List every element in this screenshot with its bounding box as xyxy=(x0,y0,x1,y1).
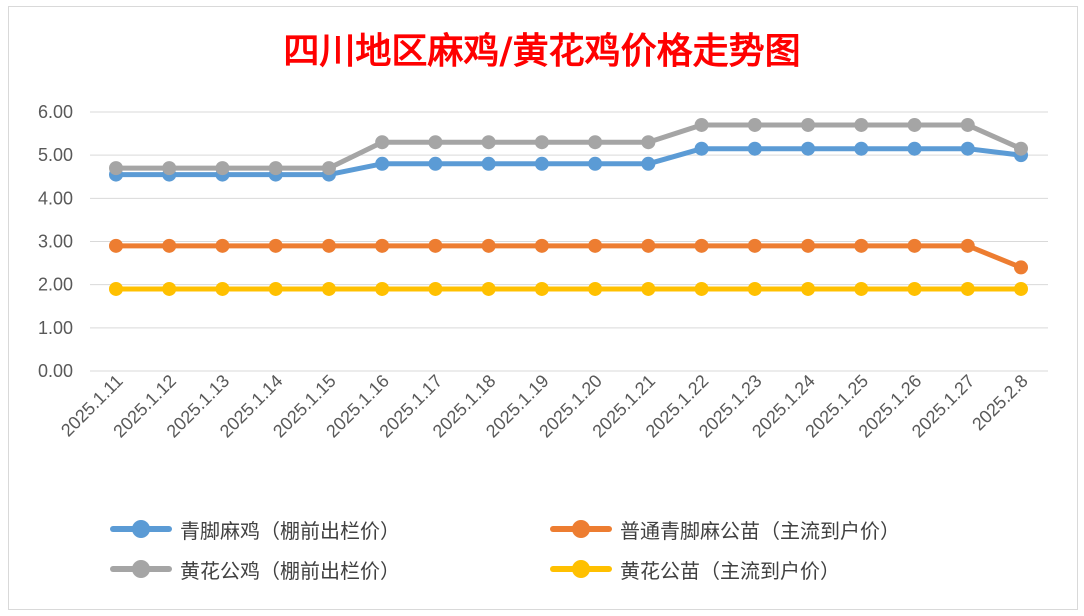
series-3-point-1 xyxy=(162,281,177,296)
series-1-point-10 xyxy=(641,238,656,253)
legend-swatch-2 xyxy=(110,554,172,584)
series-1-point-5 xyxy=(375,238,390,253)
series-2-point-14 xyxy=(854,117,869,132)
series-1-point-17 xyxy=(1014,260,1028,275)
series-1-point-15 xyxy=(907,238,922,253)
legend-label-2: 黄花公鸡（棚前出栏价） xyxy=(180,558,400,583)
series-1-point-11 xyxy=(694,238,709,253)
legend-label-1: 普通青脚麻公苗（主流到户价） xyxy=(620,518,900,543)
y-tick-label-1: 1.00 xyxy=(38,318,73,338)
legend-label-0: 青脚麻鸡（棚前出栏价） xyxy=(180,518,400,543)
series-0-point-16 xyxy=(960,141,975,156)
series-3-point-6 xyxy=(428,281,443,296)
series-3-point-3 xyxy=(268,281,283,296)
series-1-point-6 xyxy=(428,238,443,253)
series-3-point-0 xyxy=(109,281,123,296)
series-0-point-14 xyxy=(854,141,869,156)
series-3-point-15 xyxy=(907,281,922,296)
series-1-point-13 xyxy=(801,238,816,253)
series-3-point-16 xyxy=(960,281,975,296)
series-1-point-8 xyxy=(534,238,549,253)
series-2-point-7 xyxy=(481,135,496,150)
series-0-point-15 xyxy=(907,141,922,156)
series-0-point-5 xyxy=(375,156,390,171)
series-3-point-12 xyxy=(747,281,762,296)
series-2-point-5 xyxy=(375,135,390,150)
legend-swatch-0 xyxy=(110,514,172,544)
series-2-point-6 xyxy=(428,135,443,150)
series-2-point-10 xyxy=(641,135,656,150)
series-1-point-9 xyxy=(588,238,603,253)
series-2-point-16 xyxy=(960,117,975,132)
chart-title: 四川地区麻鸡/黄花鸡价格走势图 xyxy=(283,30,801,72)
series-1-point-7 xyxy=(481,238,496,253)
series-3-point-14 xyxy=(854,281,869,296)
legend-label-3: 黄花公苗（主流到户价） xyxy=(620,558,840,583)
y-tick-label-0: 0.00 xyxy=(38,361,73,381)
series-1-point-4 xyxy=(321,238,336,253)
series-2-point-13 xyxy=(801,117,816,132)
series-2-point-12 xyxy=(747,117,762,132)
series-3-point-10 xyxy=(641,281,656,296)
series-1-point-14 xyxy=(854,238,869,253)
series-2-point-9 xyxy=(588,135,603,150)
series-1-point-1 xyxy=(162,238,177,253)
legend-swatch-1 xyxy=(550,514,612,544)
series-3-point-11 xyxy=(694,281,709,296)
series-3-point-9 xyxy=(588,281,603,296)
chart-frame xyxy=(8,6,1078,610)
series-1-point-3 xyxy=(268,238,283,253)
series-2-point-3 xyxy=(268,161,283,176)
series-0-point-8 xyxy=(534,156,549,171)
series-3-point-8 xyxy=(534,281,549,296)
series-0-point-11 xyxy=(694,141,709,156)
series-1-point-12 xyxy=(747,238,762,253)
series-3-point-7 xyxy=(481,281,496,296)
legend-swatch-3 xyxy=(550,554,612,584)
series-3-point-4 xyxy=(321,281,336,296)
series-2-point-0 xyxy=(109,161,123,176)
series-2-point-4 xyxy=(321,161,336,176)
series-0-point-13 xyxy=(801,141,816,156)
series-0-point-9 xyxy=(588,156,603,171)
x-tick-label-17: 2025.2.8 xyxy=(968,371,1032,435)
series-0-point-7 xyxy=(481,156,496,171)
y-tick-label-5: 5.00 xyxy=(38,145,73,165)
series-0-point-10 xyxy=(641,156,656,171)
series-1-point-0 xyxy=(109,238,123,253)
y-tick-label-6: 6.00 xyxy=(38,102,73,122)
series-1-point-2 xyxy=(215,238,230,253)
series-0-point-6 xyxy=(428,156,443,171)
series-2-point-11 xyxy=(694,117,709,132)
legend-item-series-3[interactable]: 黄花公苗（主流到户价） xyxy=(550,554,840,584)
series-2-point-8 xyxy=(534,135,549,150)
legend-item-series-0[interactable]: 青脚麻鸡（棚前出栏价） xyxy=(110,514,400,544)
legend-item-series-1[interactable]: 普通青脚麻公苗（主流到户价） xyxy=(550,514,900,544)
series-line-0 xyxy=(113,146,1024,178)
series-3-point-5 xyxy=(375,281,390,296)
legend-item-series-2[interactable]: 黄花公鸡（棚前出栏价） xyxy=(110,554,400,584)
series-0-point-12 xyxy=(747,141,762,156)
chart-legend: 青脚麻鸡（棚前出栏价） 普通青脚麻公苗（主流到户价） 黄花公鸡（棚前出栏价） 黄… xyxy=(110,512,1010,592)
series-2-point-15 xyxy=(907,117,922,132)
series-2-point-17 xyxy=(1014,141,1028,156)
series-1-point-16 xyxy=(960,238,975,253)
y-tick-label-2: 2.00 xyxy=(38,275,73,295)
series-3-point-2 xyxy=(215,281,230,296)
series-line-1 xyxy=(113,243,1024,270)
series-2-point-2 xyxy=(215,161,230,176)
y-tick-label-3: 3.00 xyxy=(38,232,73,252)
series-2-point-1 xyxy=(162,161,177,176)
series-line-2 xyxy=(113,122,1024,171)
y-tick-label-4: 4.00 xyxy=(38,188,73,208)
series-3-point-17 xyxy=(1014,281,1028,296)
series-3-point-13 xyxy=(801,281,816,296)
